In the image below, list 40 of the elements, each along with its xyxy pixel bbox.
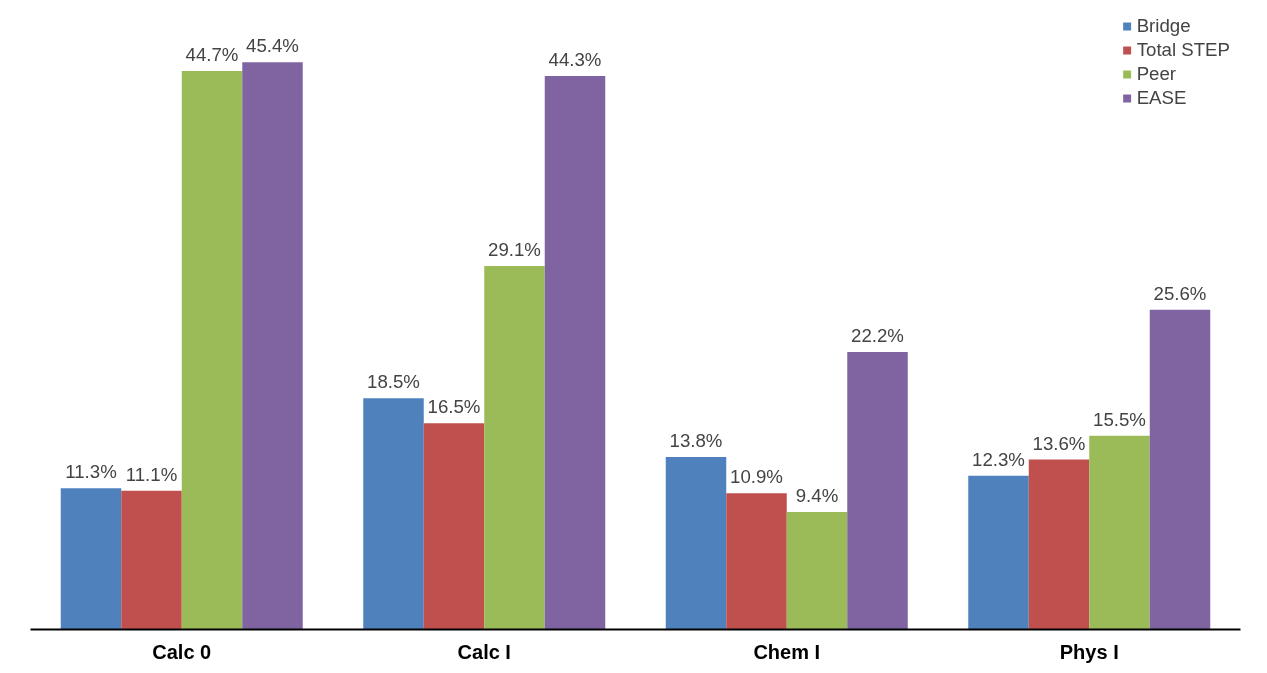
- bar: [665, 457, 727, 630]
- bar: [847, 352, 908, 630]
- bar: [1089, 435, 1150, 630]
- data-label: 11.1%: [125, 463, 178, 485]
- bar: [968, 475, 1029, 630]
- data-label: 13.8%: [669, 430, 723, 452]
- bar: [786, 512, 848, 630]
- x-tick-label: Phys I: [1059, 640, 1119, 663]
- bar: [242, 62, 303, 630]
- legend-label: Bridge: [1136, 15, 1191, 37]
- data-label: 44.3%: [548, 48, 602, 70]
- bar: [726, 493, 787, 630]
- data-label: 13.6%: [1032, 432, 1086, 454]
- data-label: 44.7%: [185, 43, 239, 65]
- bar: [181, 70, 243, 630]
- data-label: 18.5%: [367, 371, 420, 393]
- bar: [60, 488, 122, 630]
- x-tick-label: Calc I: [457, 640, 511, 663]
- data-label: 29.1%: [488, 238, 541, 260]
- data-label: 10.9%: [730, 466, 783, 488]
- bar: [484, 265, 545, 630]
- data-label: 16.5%: [427, 396, 481, 418]
- legend-label: Peer: [1136, 63, 1177, 85]
- x-tick-label: Chem I: [753, 640, 821, 663]
- data-label: 45.4%: [246, 35, 299, 57]
- data-label: 22.2%: [851, 325, 904, 347]
- bar: [121, 490, 182, 630]
- data-label: 25.6%: [1153, 282, 1207, 304]
- legend-label: Total STEP: [1136, 39, 1230, 61]
- bar: [423, 423, 485, 630]
- bar: [1149, 309, 1211, 630]
- x-tick-label: Calc 0: [152, 640, 212, 663]
- data-label: 9.4%: [795, 485, 839, 507]
- bar: [363, 398, 424, 630]
- data-label: 11.3%: [65, 461, 117, 483]
- data-label: 15.5%: [1093, 408, 1146, 430]
- bar: [544, 75, 606, 630]
- data-label: 12.3%: [972, 448, 1025, 470]
- legend-label: EASE: [1136, 87, 1187, 109]
- bar: [1028, 459, 1090, 630]
